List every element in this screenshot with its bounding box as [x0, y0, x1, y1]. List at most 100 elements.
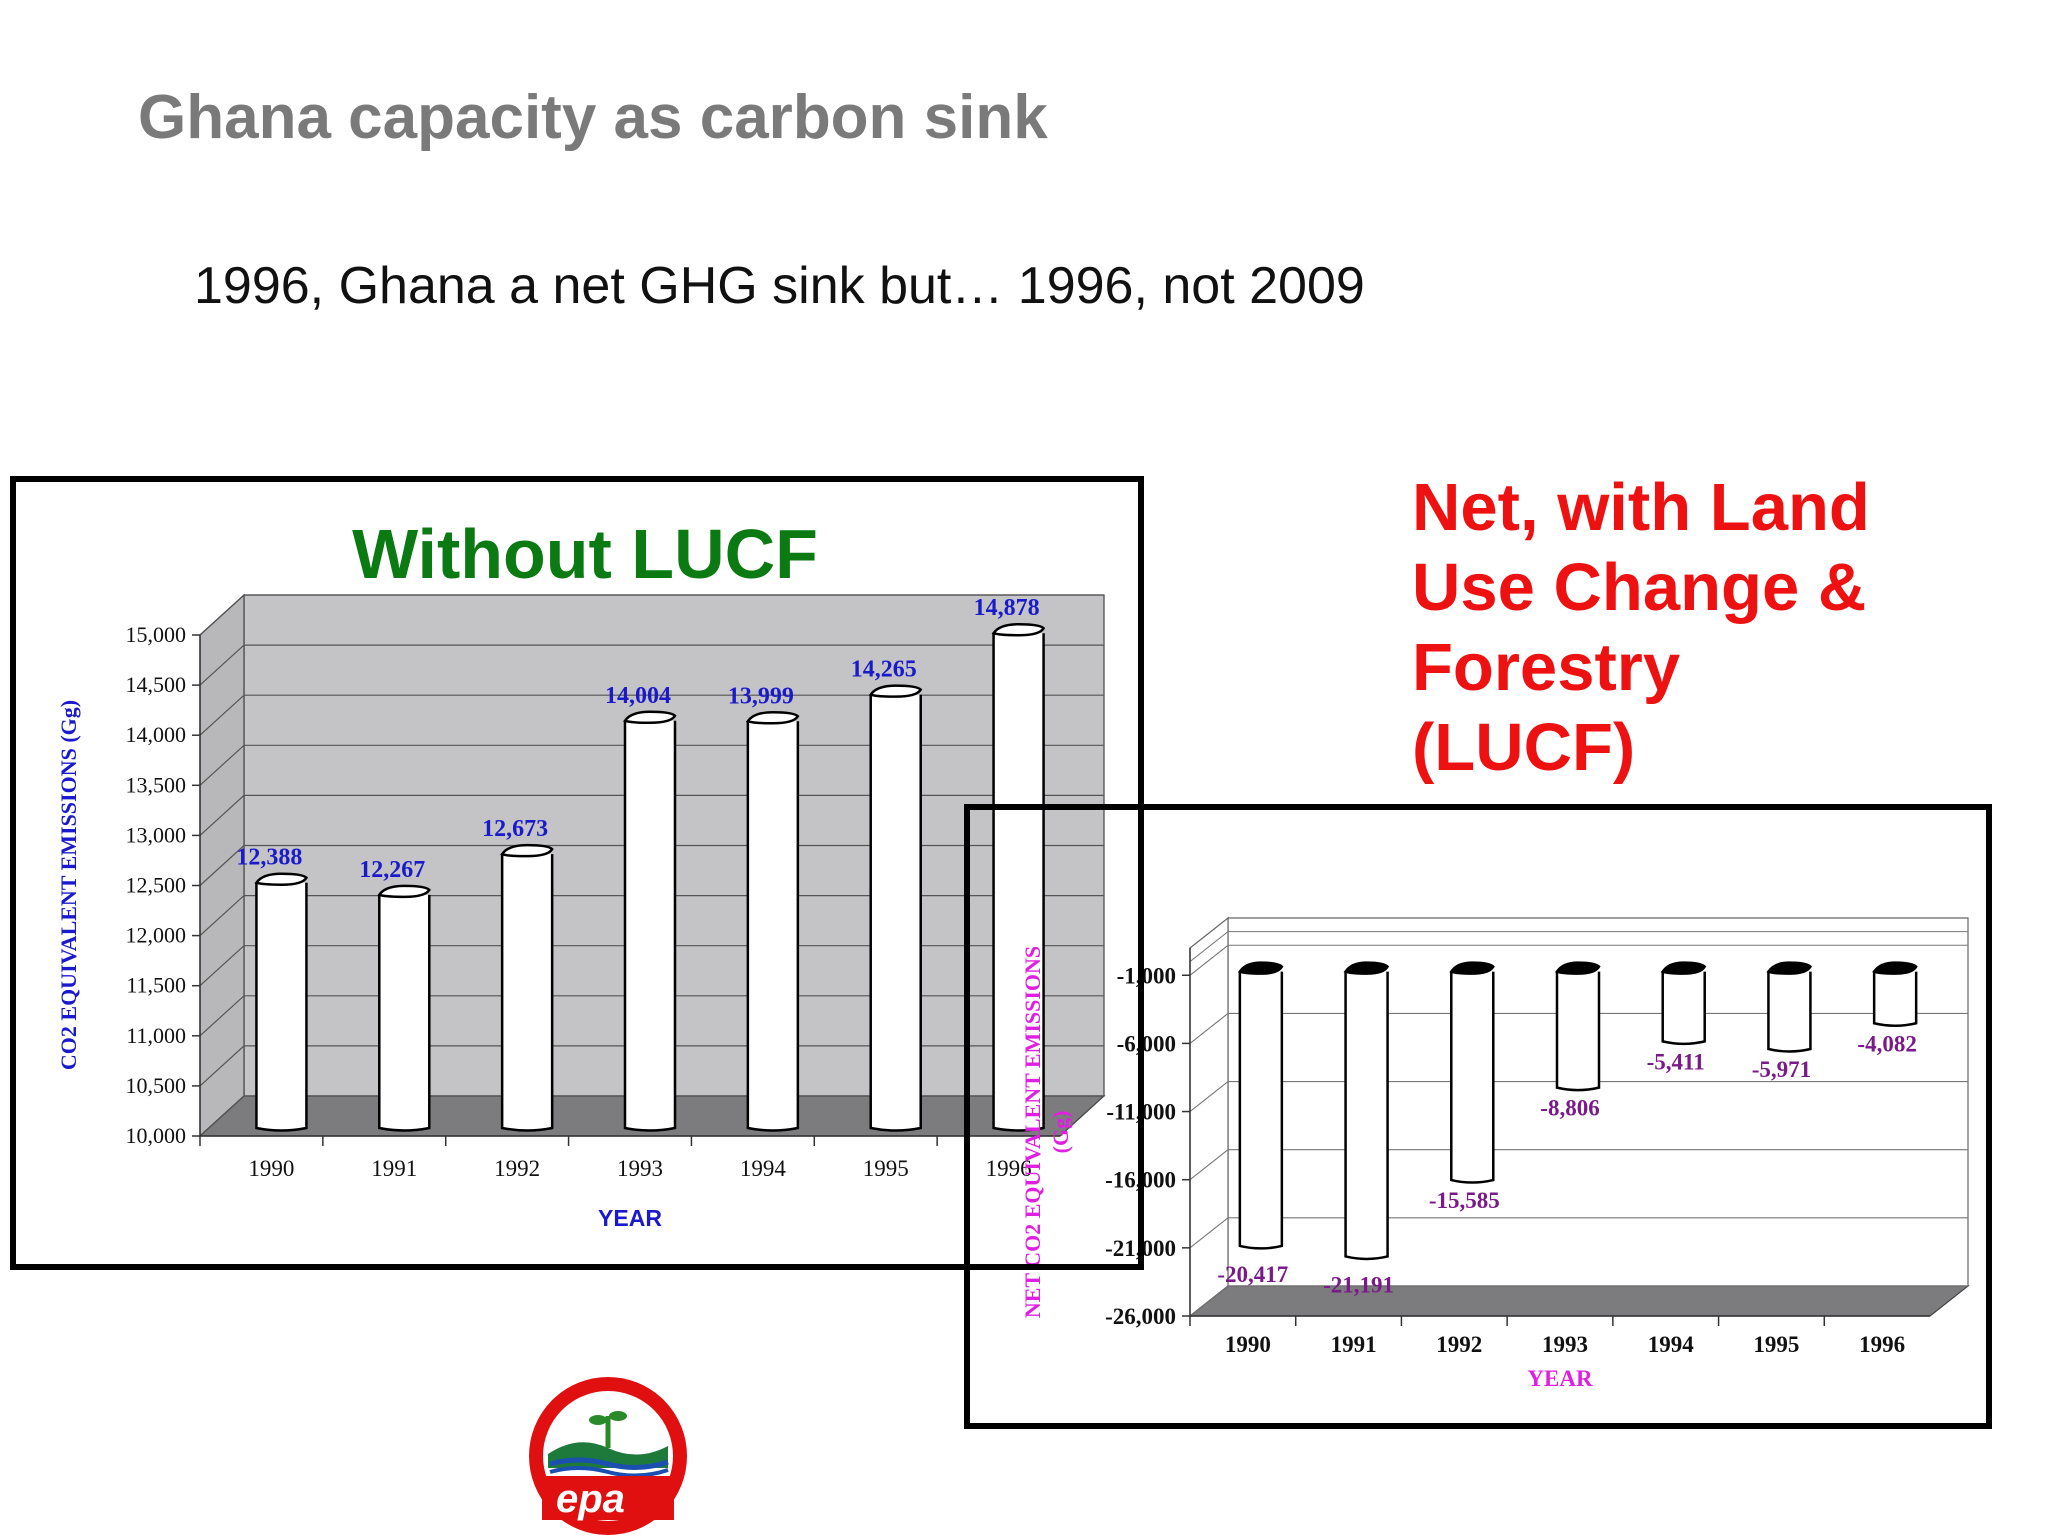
bar-body [869, 694, 922, 1132]
left-gridline [199, 594, 1104, 636]
right-x-axis-title: YEAR [1527, 1366, 1593, 1391]
left-chart-title: Without LUCF [352, 515, 818, 593]
bar-cap [1766, 961, 1812, 975]
right-gridline [1189, 944, 1968, 976]
left-bar [991, 622, 1046, 1132]
left-ytick-label: 11,000 [126, 1023, 186, 1048]
bar-body [1238, 971, 1284, 1250]
bar-cap [1343, 961, 1390, 975]
net-lucf-heading-line: (LUCF) [1412, 710, 1636, 785]
bar-cap [1872, 961, 1918, 975]
right-bar [1343, 961, 1390, 1261]
left-gridline [199, 1095, 1104, 1137]
right-gridline [1189, 1081, 1968, 1112]
left-data-label: 14,878 [974, 595, 1040, 621]
bar-body [992, 633, 1045, 1132]
left-data-label: 14,004 [605, 683, 671, 709]
bar-body [1344, 971, 1389, 1261]
left-xtick-label: 1991 [371, 1156, 417, 1181]
right-data-label: -20,417 [1217, 1262, 1288, 1287]
bar-body [1767, 971, 1812, 1053]
left-ytick-label: 10,000 [126, 1123, 187, 1148]
bar-body [746, 721, 800, 1132]
right-data-label: -15,585 [1429, 1188, 1500, 1213]
right-xtick-label: 1995 [1753, 1332, 1799, 1357]
slide-subtitle: 1996, Ghana a net GHG sink but… 1996, no… [194, 257, 1365, 315]
left-xtick-label: 1990 [248, 1156, 294, 1181]
left-gridline [199, 694, 1104, 736]
right-bar [1660, 961, 1707, 1046]
right-bar [1555, 961, 1601, 1092]
net-lucf-heading-line: Net, with Land [1412, 470, 1870, 545]
left-bar [254, 872, 308, 1132]
bar-body [1661, 971, 1706, 1046]
bar-cap [1660, 961, 1707, 975]
right-data-label: -8,806 [1540, 1096, 1599, 1121]
left-data-label: 12,673 [482, 816, 548, 842]
left-xtick-label: 1992 [494, 1156, 540, 1181]
right-ytick-label: -1,000 [1117, 963, 1176, 988]
left-gridline [199, 644, 1104, 686]
bar-body [1872, 971, 1918, 1028]
bar-cap [377, 884, 431, 899]
epa-logo-text: epa [556, 1477, 625, 1521]
right-bar [1872, 961, 1918, 1028]
right-y-axis-title-line: (Gg) [1048, 1111, 1073, 1154]
left-data-label: 14,265 [851, 657, 917, 683]
left-gridline [199, 744, 1104, 786]
left-gridline [199, 995, 1104, 1037]
left-gridline [199, 945, 1104, 987]
net-lucf-heading-line: Use Change & [1412, 550, 1867, 625]
bar-body [1450, 971, 1495, 1184]
left-y-axis-title: CO2 EQUIVALENT EMISSIONS (Gg) [56, 700, 81, 1070]
left-ytick-label: 12,000 [126, 923, 187, 948]
left-bar [377, 884, 431, 1132]
right-xtick-label: 1993 [1542, 1332, 1588, 1357]
left-ytick-label: 12,500 [126, 873, 187, 898]
right-bar [1449, 961, 1495, 1184]
bar-cap [868, 684, 923, 698]
left-ytick-label: 14,000 [126, 722, 187, 747]
bar-body [255, 882, 308, 1132]
bar-cap [1555, 961, 1601, 975]
net-lucf-heading-line: Forestry [1412, 630, 1681, 705]
right-zero-line [1189, 931, 1968, 963]
net-lucf-heading: Net, with Land Use Change & Forestry (LU… [1412, 468, 1972, 788]
left-xtick-label: 1996 [986, 1156, 1032, 1181]
right-gridline [1189, 1149, 1968, 1181]
left-bar [745, 711, 800, 1132]
right-ytick-label: -26,000 [1105, 1304, 1176, 1329]
bar-cap [623, 710, 677, 725]
right-gridline [1189, 1012, 1968, 1044]
bar-body [1555, 971, 1601, 1092]
left-ytick-label: 13,500 [126, 772, 187, 797]
right-xtick-label: 1990 [1225, 1332, 1271, 1357]
right-data-label: -4,082 [1857, 1031, 1916, 1056]
right-data-label: -21,191 [1323, 1272, 1394, 1297]
bar-body [623, 720, 677, 1132]
bar-cap [254, 872, 308, 886]
without-lucf-frame [10, 476, 1144, 1270]
bar-body [378, 894, 431, 1132]
right-ytick-label: -6,000 [1117, 1031, 1176, 1056]
left-ytick-label: 11,500 [126, 973, 186, 998]
right-gridline [1189, 1285, 1968, 1317]
slide-title: Ghana capacity as carbon sink [138, 83, 1048, 152]
net-lucf-frame [964, 804, 1992, 1429]
left-bar [868, 684, 923, 1132]
left-bar [623, 710, 677, 1132]
right-bar [1766, 961, 1812, 1053]
left-ytick-label: 15,000 [126, 622, 187, 647]
bar-body [500, 854, 554, 1132]
bar-cap [1449, 961, 1495, 975]
left-gridline [199, 844, 1104, 886]
right-bar [1237, 961, 1284, 1250]
left-xtick-label: 1994 [740, 1156, 787, 1181]
right-data-label: -5,411 [1647, 1049, 1705, 1074]
epa-logo: epa [529, 1377, 687, 1535]
left-ytick-label: 13,000 [126, 822, 187, 847]
right-xtick-label: 1996 [1859, 1332, 1905, 1357]
left-ytick-label: 14,500 [126, 672, 187, 697]
left-gridline [199, 1045, 1104, 1087]
